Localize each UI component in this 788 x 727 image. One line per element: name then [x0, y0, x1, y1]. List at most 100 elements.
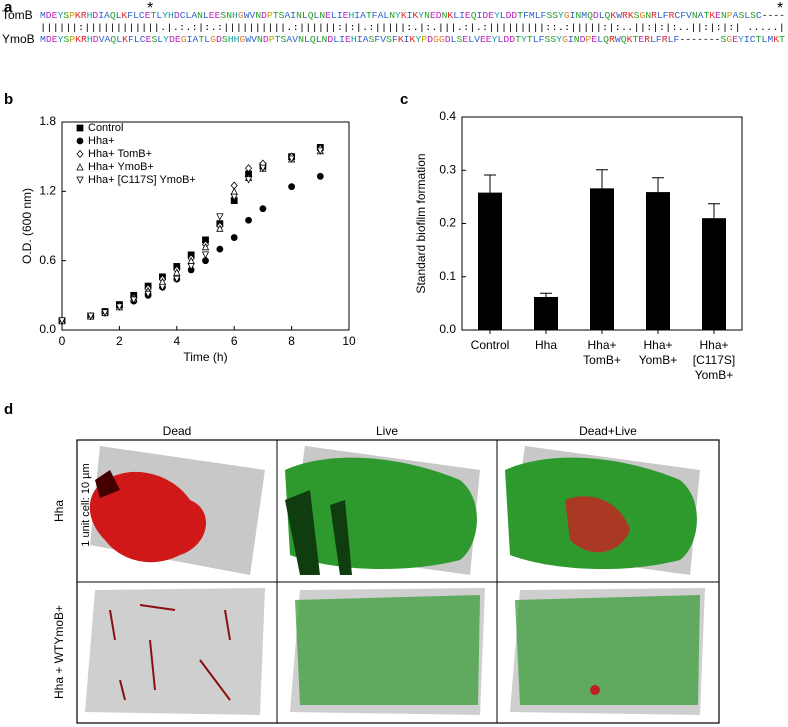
data-point — [316, 172, 324, 180]
legend-marker — [76, 124, 84, 132]
x-tick-label: Hha+ TomB+ — [583, 338, 621, 367]
data-point — [245, 164, 253, 173]
data-point — [230, 193, 238, 202]
panel-label: c — [400, 91, 408, 108]
x-tick-label: 0 — [59, 334, 66, 348]
plot-frame — [61, 121, 350, 331]
sequence-name: YmoB — [2, 32, 35, 46]
sequence-name: TomB — [2, 8, 33, 22]
error-bar — [484, 174, 496, 193]
biofilm-live — [285, 457, 477, 570]
data-point — [201, 251, 210, 259]
sequence: MDEYSPKRHDVAQLKFLCESLYDEGIATLGDSHHGWVNDP… — [40, 34, 785, 45]
plane — [85, 588, 265, 715]
bar — [646, 192, 670, 330]
bar — [478, 192, 502, 330]
data-point — [230, 187, 238, 195]
row-label: Hha + WTYmoB+ — [52, 605, 66, 699]
biofilm-live — [285, 490, 352, 575]
legend-marker — [76, 163, 84, 171]
data-point — [173, 275, 181, 284]
data-point — [216, 213, 224, 221]
data-point — [216, 245, 224, 253]
biofilm-live — [515, 595, 700, 705]
x-tick-label: 10 — [342, 334, 356, 348]
panel-label: a — [4, 0, 13, 16]
column-label: Live — [376, 424, 398, 438]
x-tick-label: Control — [471, 338, 510, 352]
data-point — [244, 176, 253, 184]
error-bar — [652, 177, 664, 193]
y-tick-label: 0.4 — [439, 109, 456, 123]
biofilm-live — [295, 595, 480, 705]
data-point — [187, 263, 195, 271]
biofilm-dead — [565, 496, 630, 553]
legend-label: Hha+ — [88, 135, 115, 147]
y-tick-label: 1.8 — [39, 114, 56, 128]
data-point — [245, 216, 252, 224]
biofilm-dead — [95, 470, 120, 498]
asterisk: * — [777, 0, 783, 17]
biofilm-dead — [89, 471, 207, 563]
data-point — [259, 164, 267, 173]
y-tick-label: 0.0 — [39, 322, 56, 336]
bar — [702, 218, 726, 330]
x-tick-label: 4 — [173, 334, 180, 348]
legend-marker — [76, 149, 84, 159]
bar — [590, 188, 614, 330]
x-tick-label: 6 — [231, 334, 238, 348]
error-bar — [540, 292, 552, 297]
data-point — [158, 283, 167, 292]
x-tick-label: 2 — [116, 334, 123, 348]
y-axis-label: O.D. (600 nm) — [20, 188, 34, 264]
data-point — [115, 303, 124, 311]
sequence: MDEYSPKRHDIAQLKFLCETLYHDCLANLEESNHGWVNDP… — [40, 10, 785, 21]
x-axis-label: Time (h) — [183, 350, 227, 364]
data-point — [216, 224, 224, 232]
x-tick-label: 8 — [288, 334, 295, 348]
row-label: Hha — [52, 500, 66, 522]
data-point — [230, 234, 238, 241]
y-tick-label: 0.6 — [39, 253, 56, 267]
data-point — [58, 317, 66, 325]
y-tick-label: 0.3 — [439, 162, 456, 176]
y-tick-label: 1.2 — [39, 184, 56, 198]
y-tick-label: 0.1 — [439, 269, 456, 283]
legend-label: Hha+ YmoB+ — [88, 161, 154, 173]
data-point — [287, 155, 296, 163]
data-point — [316, 147, 324, 155]
panel-label: b — [4, 91, 13, 108]
legend-marker — [76, 176, 84, 184]
image-grid — [76, 439, 720, 724]
data-point — [87, 312, 95, 321]
y-tick-label: 0.2 — [439, 216, 456, 230]
data-point — [259, 205, 267, 213]
biofilm-dead — [590, 685, 600, 695]
y-tick-label: 0.0 — [439, 322, 456, 336]
data-point — [144, 290, 152, 299]
legend-marker — [76, 137, 84, 145]
x-tick-label: Hha+ YomB+ — [639, 338, 678, 367]
data-point — [101, 309, 109, 317]
x-tick-label: Hha — [535, 338, 557, 352]
data-point — [130, 296, 138, 304]
x-tick-label: Hha+ [C117S] YomB+ — [693, 338, 735, 382]
data-point — [173, 268, 181, 276]
error-bar — [596, 169, 608, 189]
panel-label: d — [4, 401, 13, 418]
asterisk: * — [147, 0, 153, 17]
legend-label: Hha+ TomB+ — [88, 148, 152, 160]
error-bar — [708, 203, 720, 219]
biofilm-dead — [109, 604, 231, 701]
sequence: ||||||:||||||||||||.|.:.:|:.:||||||||||.… — [40, 22, 785, 33]
data-point — [288, 183, 296, 191]
bar — [534, 296, 558, 330]
y-axis-label: Standard biofilm formation — [414, 153, 428, 293]
data-point — [201, 242, 210, 251]
column-label: Dead — [163, 424, 192, 438]
legend-label: Hha+ [C117S] YmoB+ — [88, 174, 196, 186]
scale-label: 1 unit cell: 10 µm — [80, 463, 92, 546]
legend-label: Control — [88, 122, 123, 134]
column-label: Dead+Live — [579, 424, 637, 438]
